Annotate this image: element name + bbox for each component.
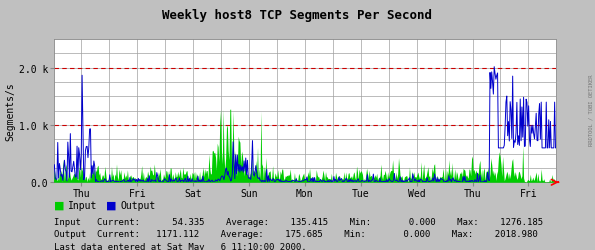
- Y-axis label: Segments/s: Segments/s: [6, 82, 16, 140]
- Text: ■: ■: [106, 200, 117, 210]
- Text: Weekly host8 TCP Segments Per Second: Weekly host8 TCP Segments Per Second: [162, 9, 433, 22]
- Text: Input: Input: [68, 200, 98, 210]
- Text: Input   Current:      54.335    Average:    135.415    Min:       0.000    Max: : Input Current: 54.335 Average: 135.415 M…: [54, 218, 543, 226]
- Text: Output  Current:   1171.112    Average:    175.685    Min:       0.000    Max:  : Output Current: 1171.112 Average: 175.68…: [54, 230, 537, 238]
- Text: RRDTOOL / TOBI OETIKER: RRDTOOL / TOBI OETIKER: [588, 74, 593, 146]
- Text: Last data entered at Sat May   6 11:10:00 2000.: Last data entered at Sat May 6 11:10:00 …: [54, 242, 306, 250]
- Text: Output: Output: [121, 200, 156, 210]
- Text: ■: ■: [54, 200, 64, 210]
